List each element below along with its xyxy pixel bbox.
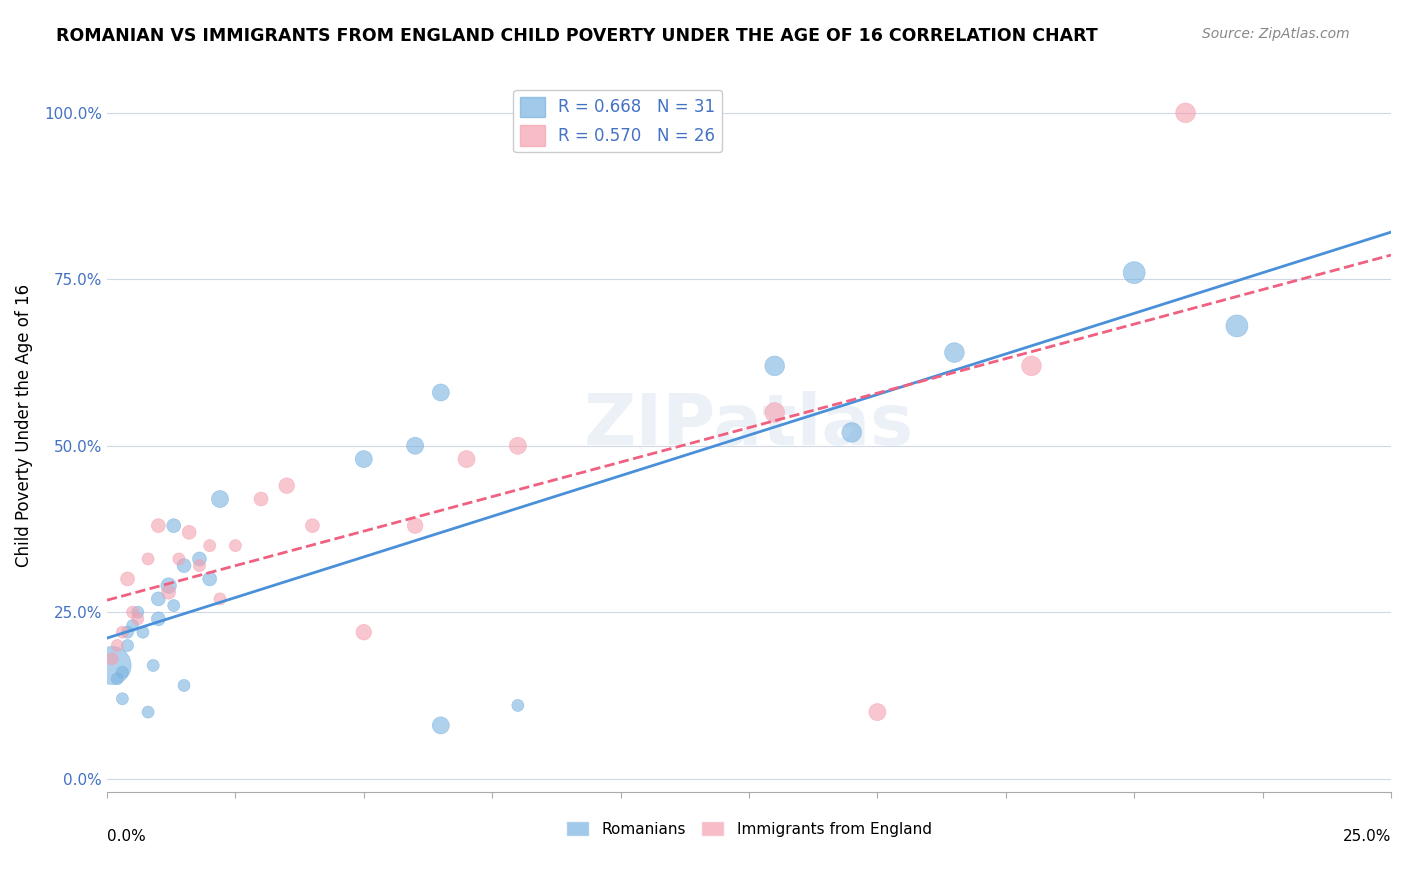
Point — [208, 491, 231, 506]
Text: Source: ZipAtlas.com: Source: ZipAtlas.com — [1202, 27, 1350, 41]
Point — [173, 678, 195, 692]
Point — [506, 439, 529, 453]
Point — [276, 479, 298, 493]
Point — [208, 591, 231, 606]
Point — [430, 718, 453, 732]
Point — [148, 518, 170, 533]
Point — [404, 439, 426, 453]
Point — [1123, 266, 1146, 280]
Point — [198, 572, 221, 586]
Point — [111, 625, 134, 640]
Text: 0.0%: 0.0% — [107, 829, 146, 844]
Point — [353, 625, 375, 640]
Point — [179, 525, 201, 540]
Point — [224, 539, 246, 553]
Point — [117, 639, 139, 653]
Point — [132, 625, 155, 640]
Point — [506, 698, 529, 713]
Point — [841, 425, 863, 440]
Point — [163, 599, 186, 613]
Point — [250, 491, 273, 506]
Y-axis label: Child Poverty Under the Age of 16: Child Poverty Under the Age of 16 — [15, 285, 32, 567]
Point — [866, 705, 889, 719]
Point — [105, 672, 128, 686]
Point — [198, 539, 221, 553]
Point — [121, 618, 143, 632]
Point — [173, 558, 195, 573]
Point — [117, 572, 139, 586]
Point — [301, 518, 323, 533]
Point — [105, 639, 128, 653]
Point — [1174, 106, 1197, 120]
Point — [1021, 359, 1043, 373]
Point — [101, 658, 124, 673]
Point — [353, 452, 375, 467]
Point — [943, 345, 966, 359]
Point — [117, 625, 139, 640]
Point — [127, 605, 149, 619]
Point — [148, 591, 170, 606]
Point — [163, 518, 186, 533]
Point — [188, 558, 211, 573]
Point — [148, 612, 170, 626]
Point — [111, 665, 134, 680]
Point — [188, 552, 211, 566]
Point — [101, 652, 124, 666]
Text: ROMANIAN VS IMMIGRANTS FROM ENGLAND CHILD POVERTY UNDER THE AGE OF 16 CORRELATIO: ROMANIAN VS IMMIGRANTS FROM ENGLAND CHIL… — [56, 27, 1098, 45]
Point — [763, 359, 786, 373]
Point — [456, 452, 478, 467]
Text: ZIPatlas: ZIPatlas — [583, 392, 914, 460]
Point — [136, 705, 159, 719]
Point — [121, 605, 143, 619]
Point — [763, 405, 786, 419]
Point — [157, 585, 180, 599]
Point — [142, 658, 165, 673]
Point — [127, 612, 149, 626]
Legend: Romanians, Immigrants from England: Romanians, Immigrants from England — [561, 814, 938, 843]
Point — [430, 385, 453, 400]
Point — [111, 691, 134, 706]
Point — [1226, 318, 1249, 333]
Point — [136, 552, 159, 566]
Point — [157, 578, 180, 592]
Point — [167, 552, 190, 566]
Text: 25.0%: 25.0% — [1343, 829, 1391, 844]
Point — [404, 518, 426, 533]
